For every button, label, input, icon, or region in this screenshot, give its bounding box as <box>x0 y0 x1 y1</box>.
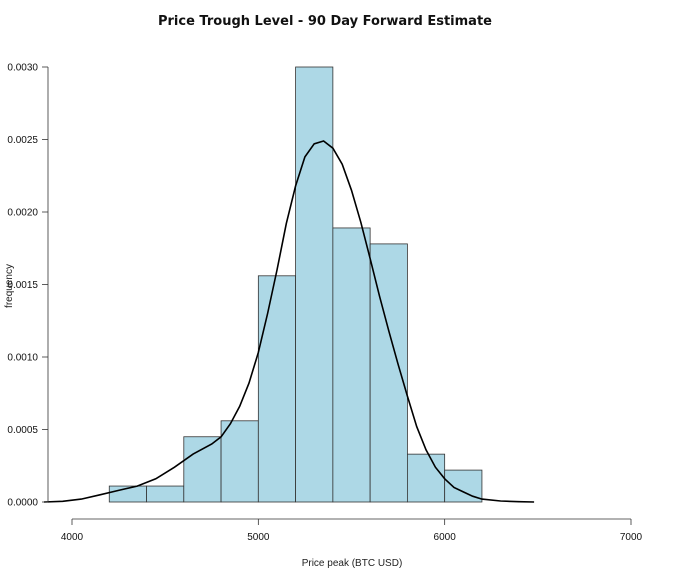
density-curve <box>43 140 535 503</box>
x-tick-label-1: 5000 <box>247 532 270 543</box>
histogram-bar-3 <box>220 420 259 503</box>
y-tick-label-6: 0.0030 <box>7 63 38 74</box>
histogram-bar-4 <box>257 275 297 503</box>
y-tick-label-4: 0.0020 <box>7 208 38 219</box>
y-tick-label-0: 0.0000 <box>7 498 38 509</box>
y-tick-label-5: 0.0025 <box>7 135 38 146</box>
x-axis-label: Price peak (BTC USD) <box>302 558 403 569</box>
x-tick-label-3: 7000 <box>620 532 643 543</box>
x-tick-label-2: 6000 <box>434 532 457 543</box>
x-tick-label-0: 4000 <box>61 532 84 543</box>
histogram-bar-6 <box>332 227 371 503</box>
histogram-bar-8 <box>406 453 446 503</box>
x-axis: 4000 5000 6000 7000 <box>61 518 643 543</box>
histogram-bar-1 <box>146 485 185 503</box>
y-tick-label-2: 0.0010 <box>7 353 38 364</box>
y-tick-label-3: 0.0015 <box>7 280 38 291</box>
histogram-bar-5 <box>295 66 334 503</box>
histogram-bar-2 <box>183 436 222 503</box>
y-axis: 0.0000 0.0005 0.0010 0.0015 0.0020 0.0025 0.00… <box>7 63 49 509</box>
y-axis-label: frequency <box>4 264 15 308</box>
histogram-bars <box>108 66 483 503</box>
chart-title: Price Trough Level - 90 Day Forward Esti… <box>157 14 492 29</box>
y-tick-label-1: 0.0005 <box>7 425 38 436</box>
